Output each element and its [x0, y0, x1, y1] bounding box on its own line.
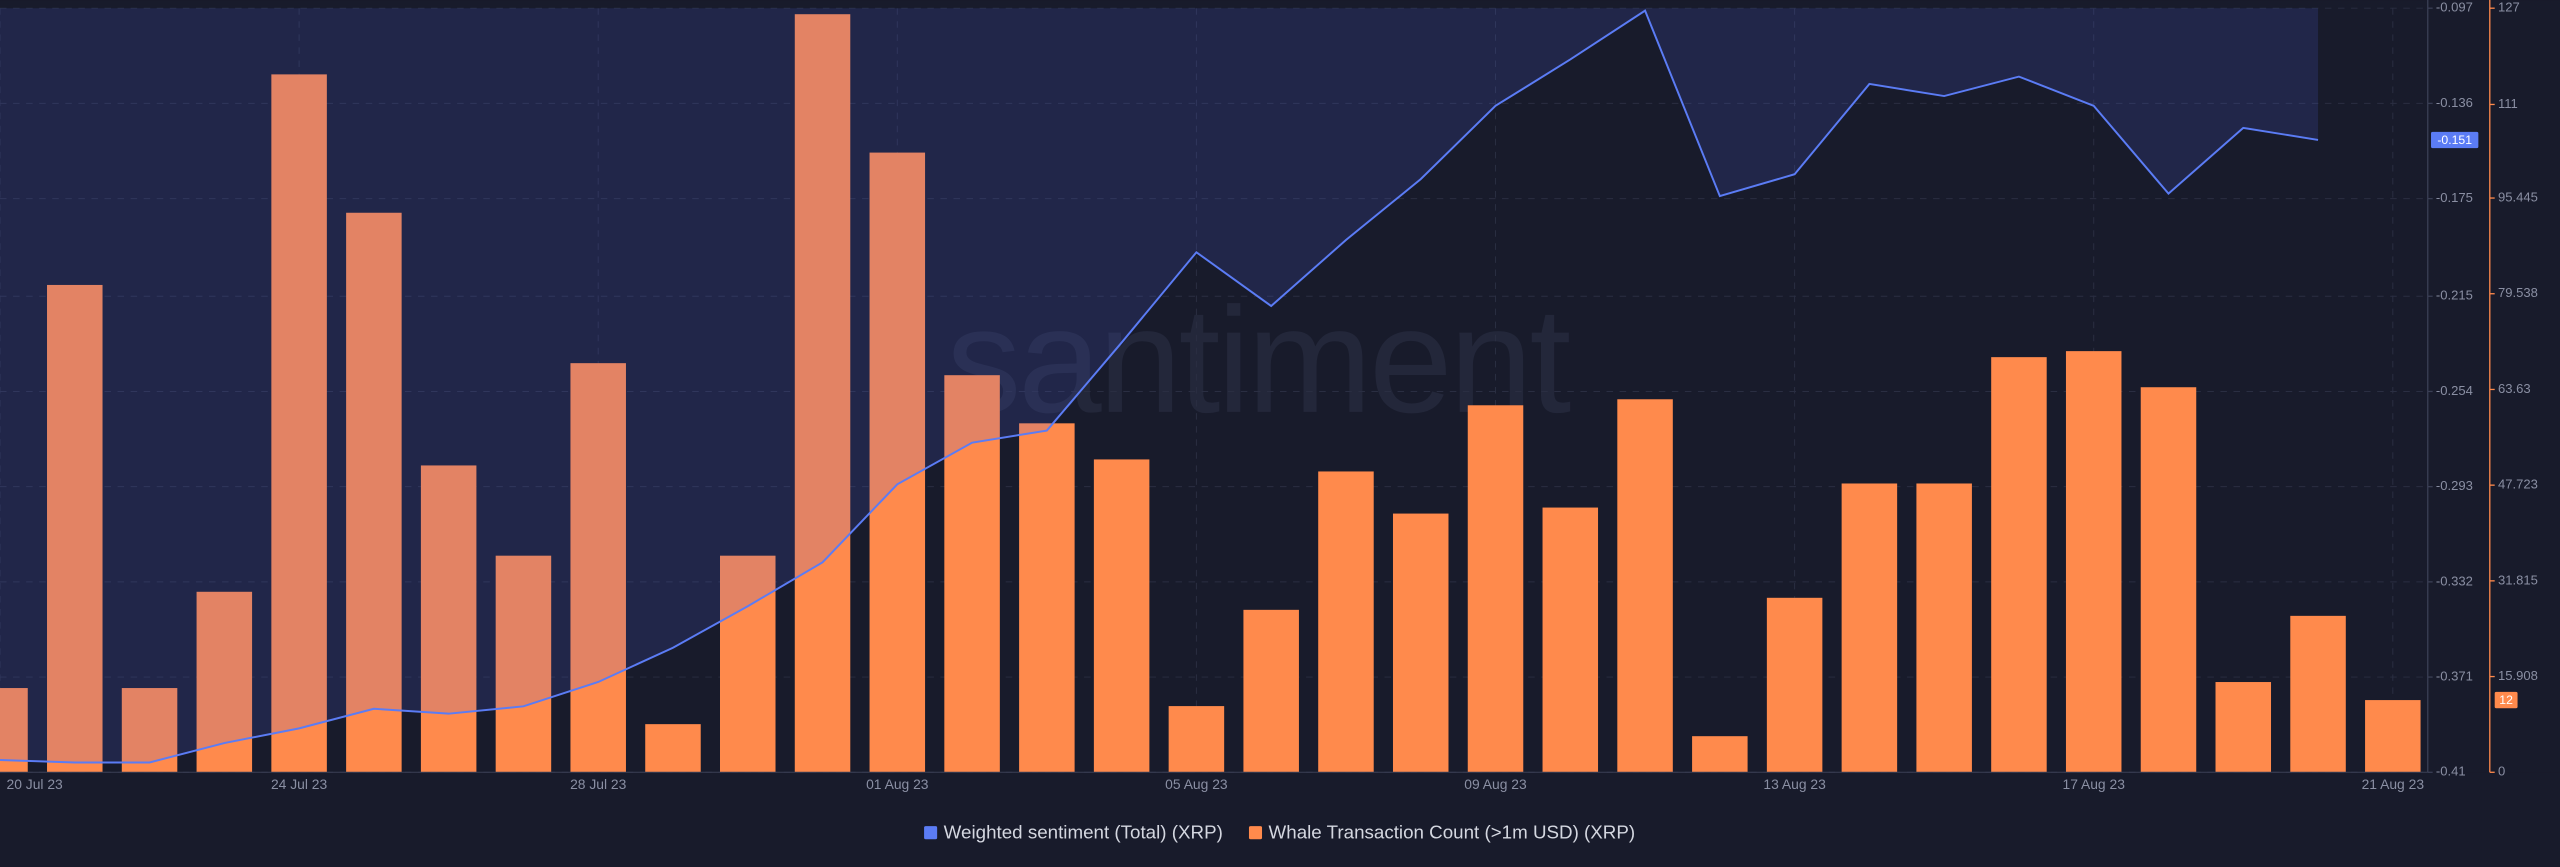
last-value-label: 12	[2499, 693, 2513, 707]
bar	[1916, 483, 1972, 773]
bar	[794, 14, 851, 773]
y2-tick-label: 0	[2498, 764, 2505, 779]
bar	[47, 284, 103, 773]
last-value-badge	[2431, 131, 2479, 149]
bar	[869, 152, 926, 773]
y2-tick-label: 47.723	[2498, 477, 2538, 492]
bar	[1467, 405, 1524, 773]
y-tick-label: -0.215	[2436, 288, 2473, 303]
bar	[1991, 357, 2047, 773]
y2-tick-label: 111	[2498, 96, 2518, 111]
bar	[2290, 615, 2346, 773]
bar	[1617, 399, 1673, 773]
x-tick-label: 17 Aug 23	[2062, 776, 2125, 792]
y2-tick-label: 31.815	[2498, 572, 2538, 587]
y2-tick-label: 95.445	[2498, 189, 2538, 204]
bar	[2140, 387, 2197, 773]
bar	[1692, 736, 1748, 773]
x-tick-label: 01 Aug 23	[866, 776, 929, 792]
bar	[1243, 609, 1299, 773]
bar	[271, 74, 327, 773]
bar	[1841, 483, 1898, 773]
sentiment-area	[0, 8, 2319, 763]
bar	[1093, 459, 1150, 773]
bar	[495, 555, 552, 773]
y-tick-label: -0.097	[2436, 0, 2473, 15]
legend-label: Whale Transaction Count (>1m USD) (XRP)	[1269, 821, 1636, 842]
bar	[645, 724, 701, 773]
y-tick-label: -0.293	[2436, 478, 2473, 493]
axis-background	[2427, 0, 2560, 773]
y2-tick-label: 63.63	[2498, 381, 2531, 396]
x-tick-label: 09 Aug 23	[1464, 776, 1527, 792]
bar	[570, 363, 626, 773]
legend-swatch	[1248, 826, 1263, 840]
bar	[1318, 471, 1374, 773]
legend-label: Weighted sentiment (Total) (XRP)	[944, 821, 1223, 842]
line	[0, 9, 2319, 764]
bar	[1168, 706, 1225, 773]
y-tick-label: -0.136	[2436, 95, 2473, 110]
bar	[2065, 351, 2122, 773]
bar	[1392, 513, 1449, 773]
legend-swatch	[924, 826, 938, 840]
y-tick-label: -0.175	[2436, 190, 2473, 205]
y-tick-label: -0.254	[2436, 383, 2473, 398]
bar	[420, 465, 477, 773]
bar	[2215, 682, 2272, 773]
bar	[1542, 507, 1599, 773]
y-tick-label: -0.371	[2436, 669, 2473, 684]
y-tick-label: -0.41	[2436, 764, 2466, 779]
y2-tick-label: 15.908	[2498, 668, 2538, 683]
x-tick-label: 21 Aug 23	[2362, 776, 2425, 792]
bar	[1766, 597, 1823, 773]
x-tick-label: 24 Jul 23	[271, 776, 328, 792]
last-value-badge	[2494, 691, 2518, 709]
bar	[720, 555, 776, 773]
bar	[944, 375, 1000, 773]
y2-tick-label: 127	[2498, 0, 2520, 15]
x-tick-label: 20 Jul 23	[7, 776, 64, 792]
bar	[346, 212, 402, 773]
bar	[0, 688, 28, 773]
y2-tick-label: 79.538	[2498, 285, 2538, 300]
bar	[1019, 423, 1075, 773]
y-tick-label: -0.332	[2436, 573, 2473, 588]
x-tick-label: 05 Aug 23	[1165, 776, 1228, 792]
bar	[2365, 700, 2421, 773]
last-value-label: -0.151	[2437, 133, 2472, 147]
x-tick-label: 28 Jul 23	[570, 776, 627, 792]
x-tick-label: 13 Aug 23	[1763, 776, 1826, 792]
